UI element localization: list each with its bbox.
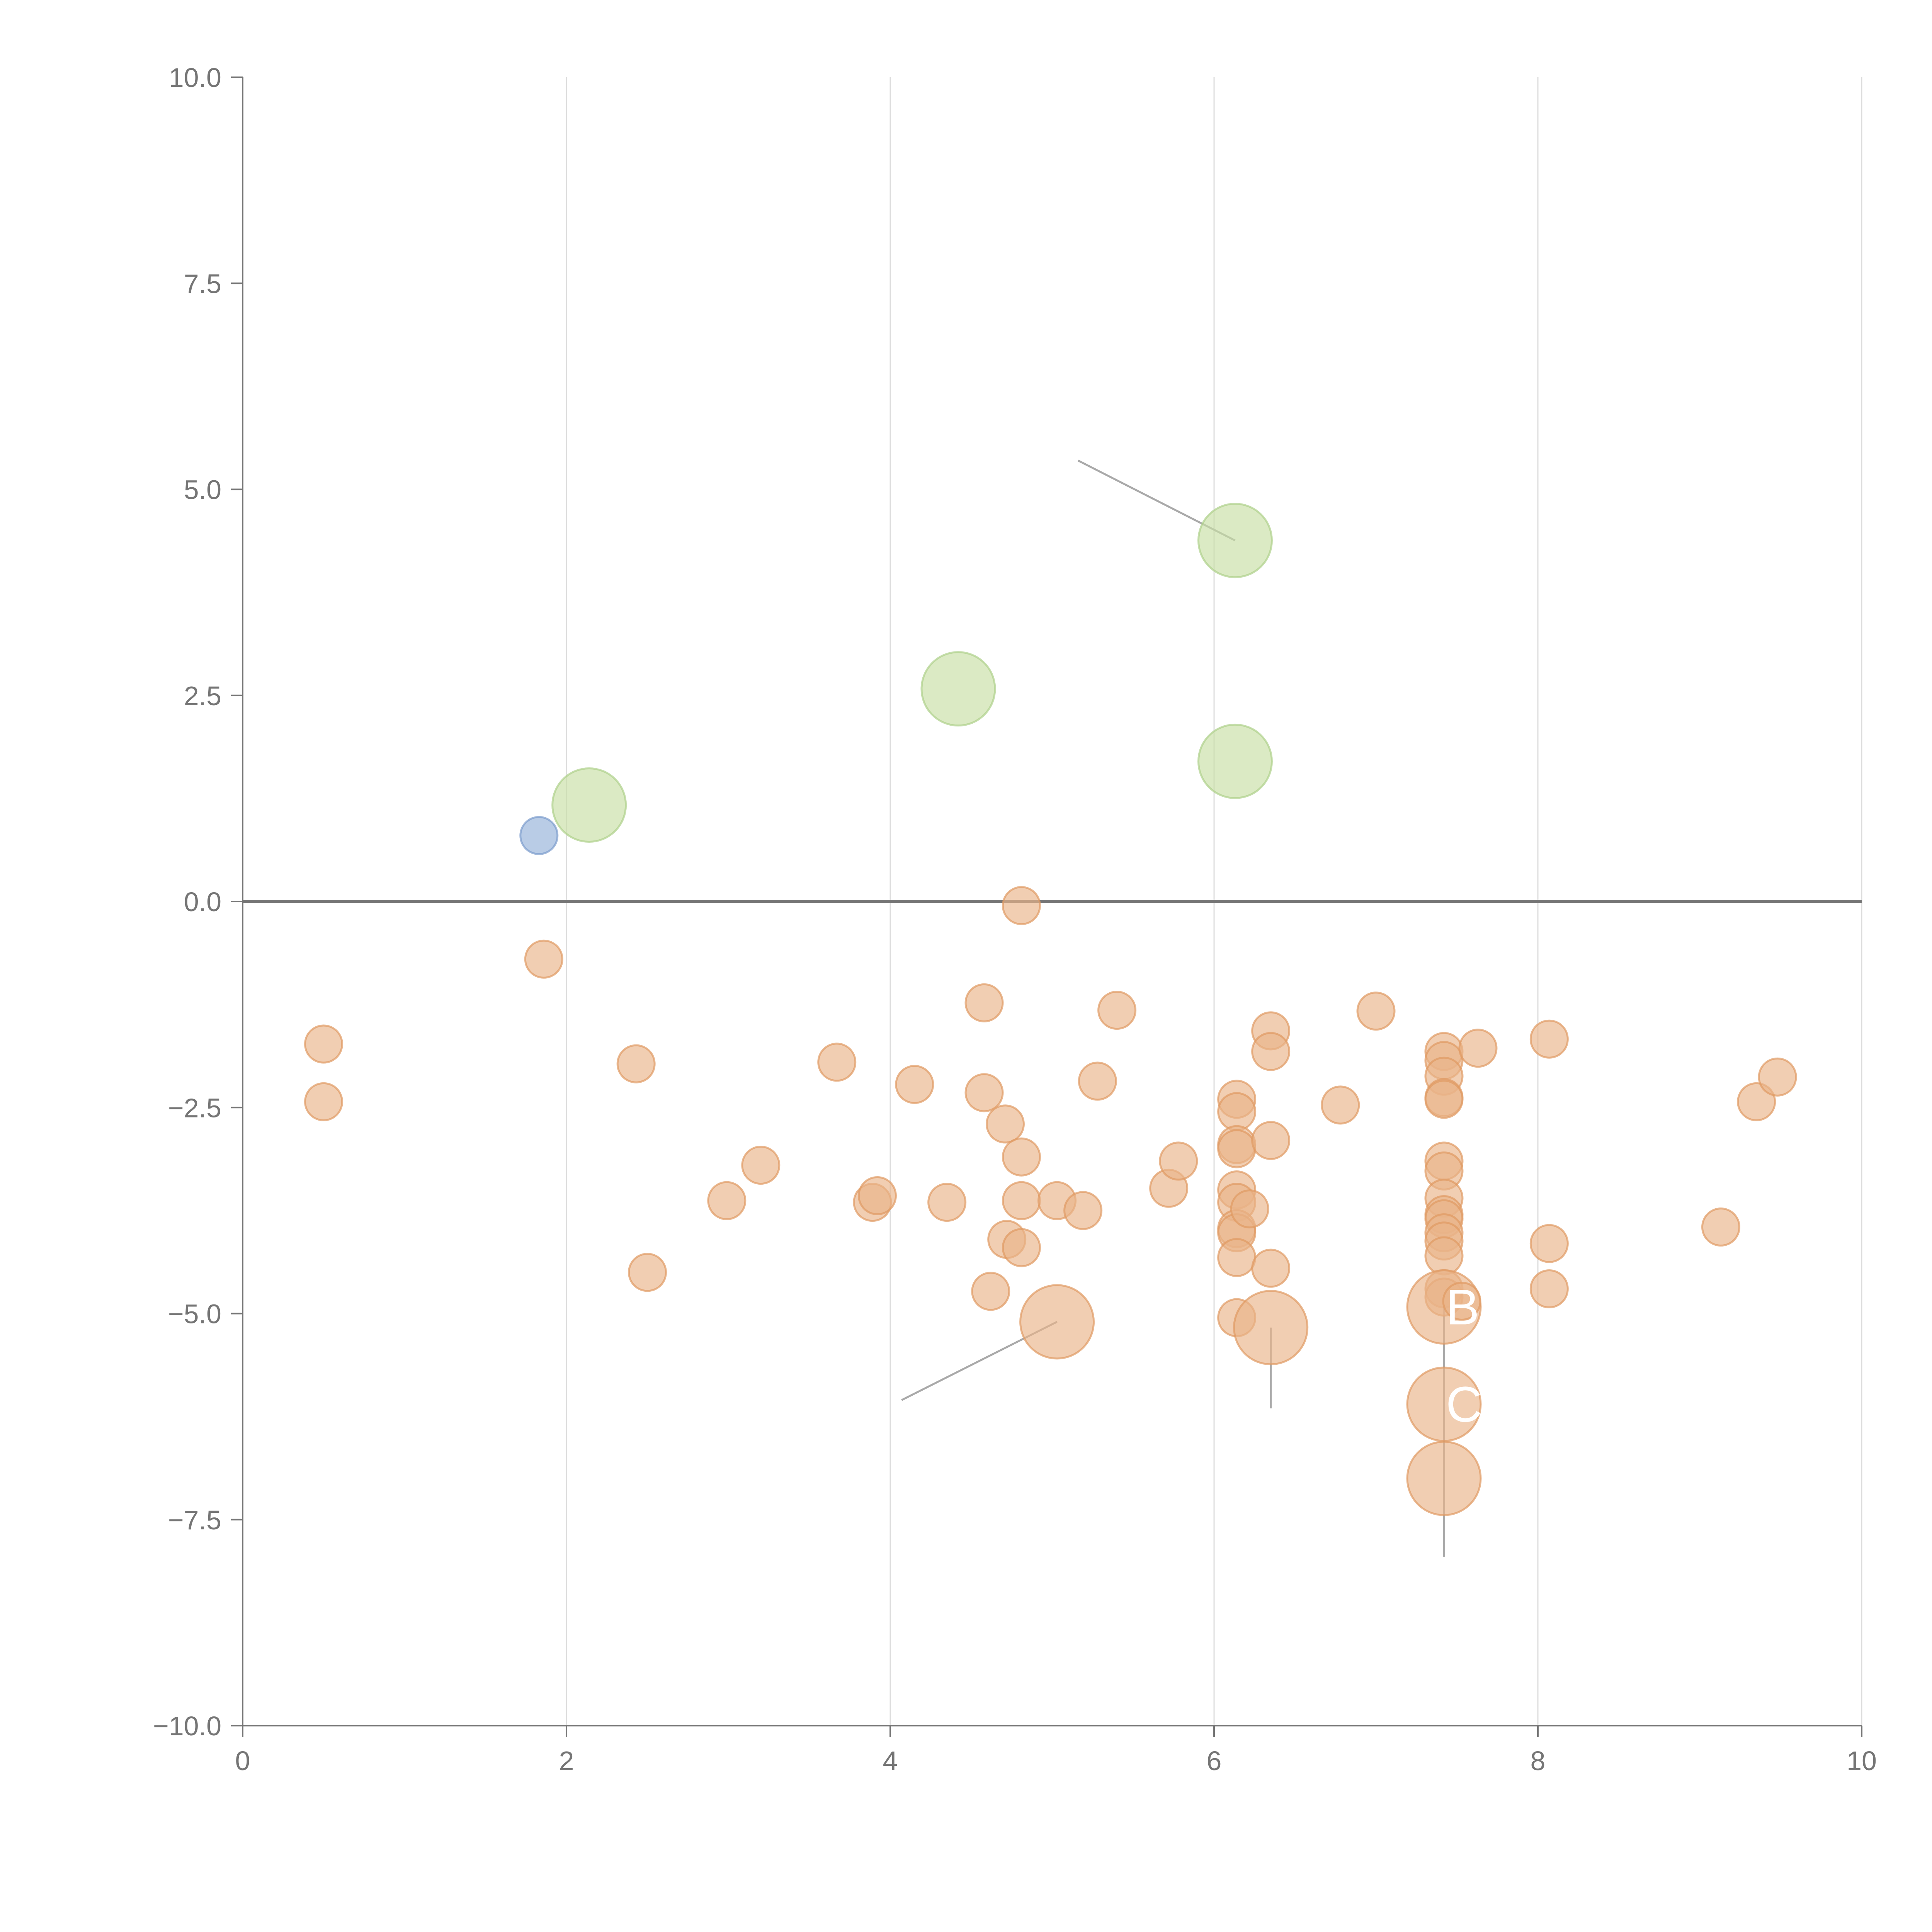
orange-data-point — [1321, 1085, 1360, 1125]
x-tick-label: 2 — [559, 1746, 574, 1776]
x-tick-label: 10 — [1847, 1746, 1877, 1776]
orange-data-point — [304, 1082, 343, 1121]
orange-data-point — [1356, 992, 1396, 1031]
annotation-label-layer: BC — [1446, 1279, 1482, 1432]
orange-data-point — [964, 983, 1004, 1022]
orange-data-point — [1230, 1189, 1269, 1229]
orange-data-point — [1442, 1282, 1481, 1321]
annotation-label: C — [1446, 1376, 1482, 1432]
y-tick-label: 7.5 — [184, 269, 221, 299]
orange-data-point — [1063, 1191, 1103, 1230]
orange-data-point — [304, 1024, 343, 1064]
orange-data-point — [1217, 1238, 1257, 1277]
x-tick-label: 8 — [1531, 1746, 1546, 1776]
orange-data-point — [1701, 1208, 1740, 1247]
orange-data-point — [985, 1104, 1025, 1144]
orange-data-point — [1217, 1092, 1257, 1131]
x-tick-label: 6 — [1207, 1746, 1222, 1776]
x-tick-label: 0 — [235, 1746, 250, 1776]
orange-data-point — [1424, 1080, 1464, 1119]
orange-data-point — [971, 1272, 1010, 1311]
orange-data-point — [927, 1183, 967, 1222]
annotation-label: B — [1446, 1279, 1480, 1335]
orange-data-point — [1019, 1284, 1095, 1360]
orange-data-point — [628, 1253, 667, 1292]
orange-data-point — [817, 1043, 857, 1082]
orange-data-point — [1097, 991, 1137, 1030]
y-tick-label: −7.5 — [168, 1505, 221, 1535]
axis-layer: 0 2 4 6 8 10 10.0 7.5 5.0 2.5 0.0 −2.5 −5.0 −7.5 −10.0 — [153, 63, 1877, 1776]
orange-data-point — [524, 939, 563, 979]
x-tick-label: 4 — [883, 1746, 898, 1776]
orange-data-point — [1251, 1248, 1291, 1288]
orange-data-point — [1406, 1440, 1482, 1516]
orange-data-point — [1159, 1141, 1198, 1181]
orange-data-point — [1251, 1121, 1291, 1160]
orange-data-point — [1233, 1290, 1309, 1366]
orange-data-point — [1529, 1269, 1569, 1309]
y-tick-label: 0.0 — [184, 887, 221, 917]
orange-data-point — [616, 1044, 656, 1083]
orange-data-point — [964, 1073, 1004, 1112]
orange-data-point — [741, 1146, 781, 1185]
orange-data-point — [1002, 886, 1041, 925]
orange-data-point — [1529, 1224, 1569, 1263]
y-tick-label: 10.0 — [169, 63, 221, 93]
y-tick-label: −5.0 — [168, 1299, 221, 1329]
green-data-point — [1197, 503, 1273, 578]
orange-data-point — [1002, 1137, 1041, 1177]
green-data-point — [1197, 723, 1273, 799]
orange-data-point — [707, 1181, 747, 1220]
y-tick-label: 2.5 — [184, 681, 221, 711]
orange-data-point — [1458, 1029, 1498, 1068]
green-data-point — [920, 651, 996, 727]
y-tick-label: 5.0 — [184, 475, 221, 505]
data-points-layer — [304, 503, 1797, 1516]
orange-data-point — [857, 1176, 897, 1215]
y-tick-label: −10.0 — [153, 1711, 221, 1741]
orange-data-point — [1424, 1236, 1464, 1276]
y-tick-label: −2.5 — [168, 1093, 221, 1123]
orange-data-point — [1078, 1061, 1117, 1101]
orange-data-point — [1251, 1032, 1291, 1071]
orange-data-point — [1002, 1181, 1041, 1220]
orange-data-point — [1529, 1019, 1569, 1059]
orange-data-point — [1217, 1129, 1257, 1168]
orange-data-point — [1002, 1228, 1041, 1267]
green-data-point — [551, 767, 627, 843]
blue-data-point — [519, 816, 559, 855]
orange-data-point — [1758, 1057, 1797, 1097]
orange-data-point — [895, 1065, 934, 1104]
